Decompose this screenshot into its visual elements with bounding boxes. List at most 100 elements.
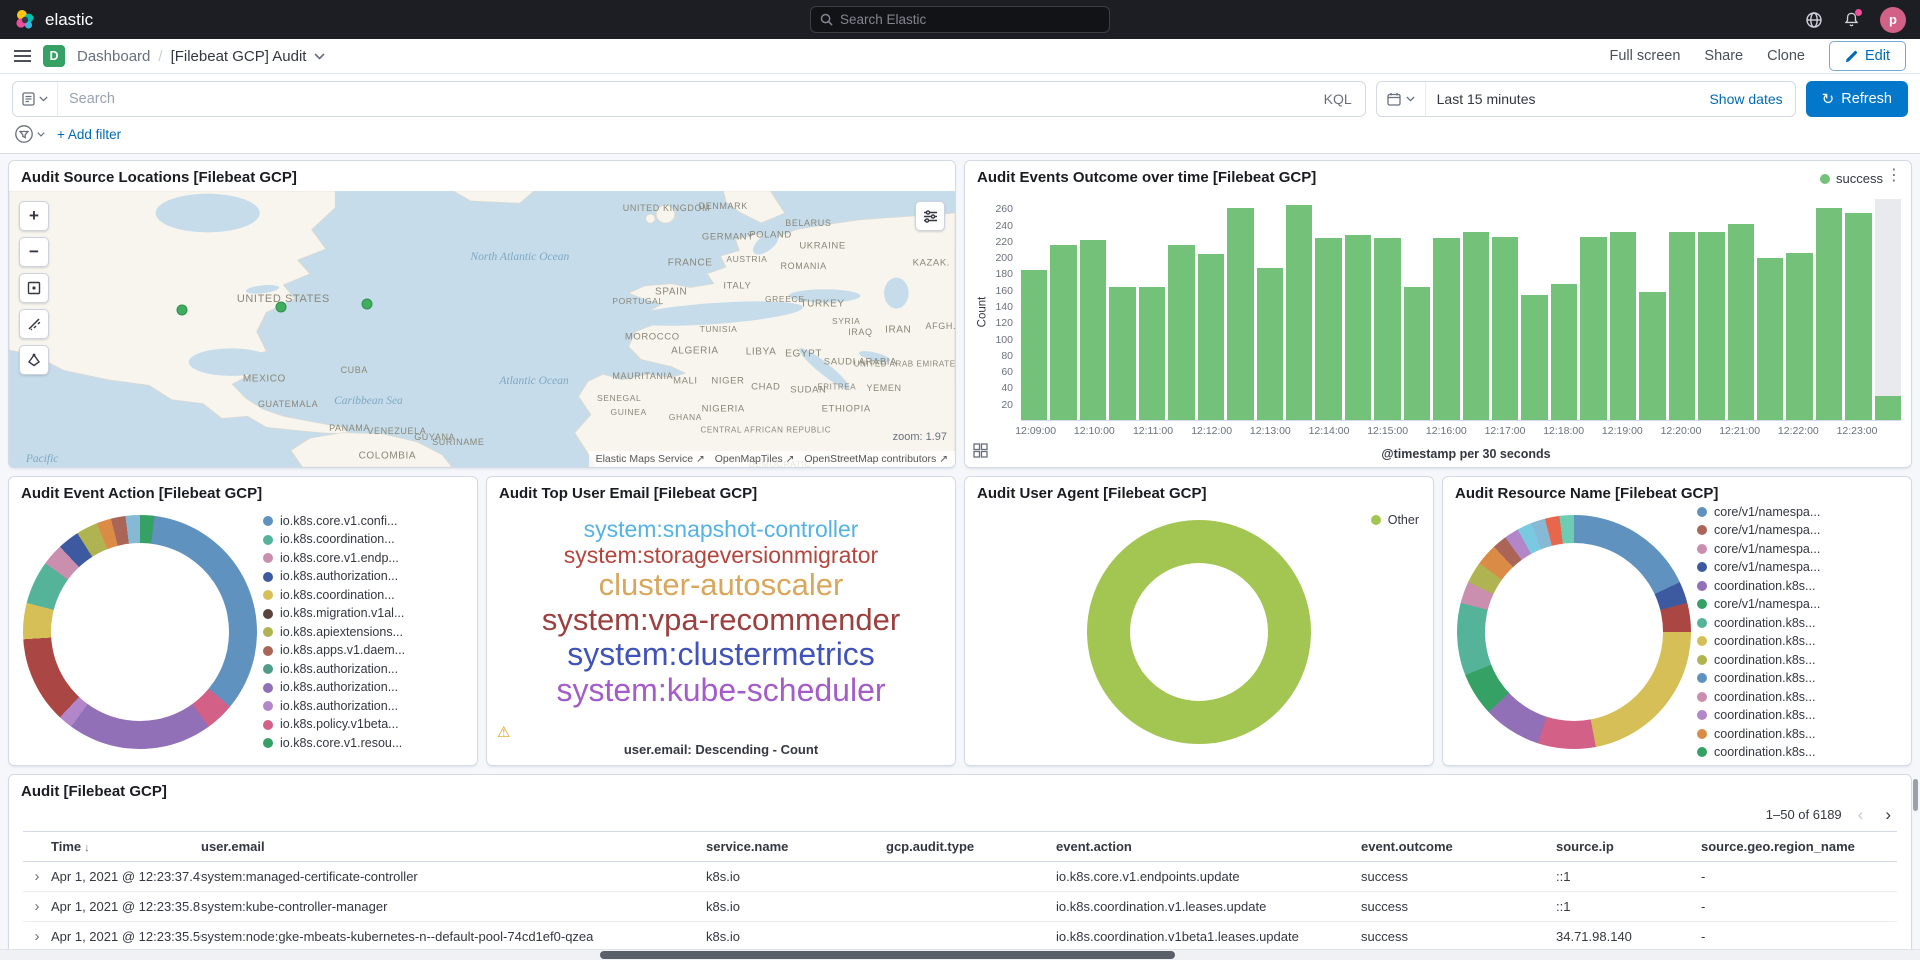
expand-row-icon[interactable]: › — [34, 928, 40, 945]
next-page-button[interactable]: › — [1879, 804, 1897, 825]
legend-item[interactable]: io.k8s.authorization... — [263, 567, 469, 586]
saved-query-menu-button[interactable] — [13, 82, 58, 116]
histogram-bar[interactable] — [1138, 287, 1166, 420]
expand-row-icon[interactable]: › — [34, 898, 40, 915]
histogram-bar[interactable] — [1786, 252, 1813, 420]
menu-hamburger-icon[interactable] — [14, 49, 31, 63]
legend-toggle-button[interactable] — [973, 443, 988, 461]
histogram-bar[interactable] — [1609, 232, 1637, 420]
legend-item[interactable]: io.k8s.authorization... — [263, 660, 469, 679]
legend-item[interactable]: coordination.k8s... — [1697, 743, 1903, 762]
histogram-bar[interactable] — [1815, 208, 1843, 420]
histogram-bar[interactable] — [1109, 287, 1136, 420]
kql-language-button[interactable]: KQL — [1323, 91, 1352, 107]
show-dates-button[interactable]: Show dates — [1709, 91, 1783, 107]
map-data-point[interactable] — [361, 298, 373, 310]
dashboard-search-input[interactable] — [58, 91, 1311, 107]
histogram-bar[interactable] — [1344, 234, 1372, 420]
legend-item[interactable]: coordination.k8s... — [1697, 651, 1903, 670]
map-data-point[interactable] — [176, 304, 188, 316]
tag-word[interactable]: system:snapshot-controller — [583, 516, 859, 542]
user-avatar[interactable]: p — [1880, 6, 1906, 33]
expand-row-icon[interactable]: › — [34, 868, 40, 885]
panel-title[interactable]: Audit Top User Email [Filebeat GCP] — [499, 485, 758, 502]
column-header[interactable]: source.ip — [1556, 831, 1701, 862]
legend-item[interactable]: io.k8s.core.v1.confi... — [263, 512, 469, 531]
legend-item[interactable]: core/v1/namespa... — [1697, 521, 1903, 540]
global-search-input[interactable] — [840, 12, 1100, 27]
chevron-down-icon[interactable] — [314, 52, 326, 60]
user-agent-donut[interactable] — [1087, 520, 1311, 744]
legend-item-label[interactable]: success — [1836, 171, 1883, 186]
prev-page-button[interactable]: ‹ — [1852, 804, 1870, 825]
breadcrumb-dashboard-link[interactable]: Dashboard — [77, 47, 151, 65]
column-header[interactable]: source.geo.region_name — [1701, 831, 1897, 862]
edit-button[interactable]: Edit — [1829, 41, 1906, 71]
legend-item[interactable]: io.k8s.apps.v1.daem... — [263, 641, 469, 660]
legend-item[interactable]: io.k8s.core.v1.endp... — [263, 549, 469, 568]
tag-word[interactable]: system:storageversionmigrator — [563, 542, 879, 569]
tag-word[interactable]: system:vpa-recommender — [541, 601, 901, 637]
histogram-bar[interactable] — [1550, 284, 1578, 420]
legend-item[interactable]: coordination.k8s... — [1697, 614, 1903, 633]
column-header[interactable]: Time ↓ — [51, 831, 201, 862]
histogram-bar[interactable] — [1668, 232, 1696, 420]
legend-item[interactable]: io.k8s.authorization... — [263, 697, 469, 716]
histogram-bar[interactable] — [1698, 232, 1725, 420]
legend-item[interactable]: core/v1/namespa... — [1697, 595, 1903, 614]
panel-title[interactable]: Audit Event Action [Filebeat GCP] — [21, 485, 263, 502]
calendar-button[interactable] — [1377, 82, 1426, 116]
resource-name-donut[interactable] — [1457, 515, 1691, 749]
draw-tools-button[interactable] — [19, 345, 49, 375]
panel-title[interactable]: Audit Source Locations [Filebeat GCP] — [21, 169, 297, 186]
histogram-bar[interactable] — [1021, 270, 1048, 420]
panel-title[interactable]: Audit Events Outcome over time [Filebeat… — [977, 169, 1317, 186]
legend-item[interactable]: io.k8s.coordination... — [263, 530, 469, 549]
histogram-bar[interactable] — [1639, 292, 1666, 420]
column-header[interactable]: user.email — [201, 831, 706, 862]
legend-item[interactable]: io.k8s.policy.v1beta... — [263, 715, 469, 734]
legend-item[interactable]: io.k8s.core.v1.resou... — [263, 734, 469, 753]
legend-item[interactable]: coordination.k8s... — [1697, 577, 1903, 596]
legend-item[interactable]: io.k8s.coordination... — [263, 586, 469, 605]
panel-title[interactable]: Audit User Agent [Filebeat GCP] — [977, 485, 1207, 502]
global-search[interactable] — [810, 6, 1110, 33]
legend-item[interactable]: coordination.k8s... — [1697, 688, 1903, 707]
legend-menu-icon[interactable]: ⋮ — [1886, 167, 1902, 184]
clone-button[interactable]: Clone — [1767, 48, 1805, 64]
horizontal-scrollbar[interactable] — [0, 949, 1920, 960]
panel-title[interactable]: Audit Resource Name [Filebeat GCP] — [1455, 485, 1719, 502]
histogram-bar[interactable] — [1462, 232, 1489, 420]
histogram-bar[interactable] — [1580, 236, 1607, 420]
render-warning-icon[interactable]: ⚠ — [497, 724, 511, 741]
add-filter-button[interactable]: + Add filter — [57, 126, 122, 142]
histogram-partial-bucket[interactable] — [1874, 199, 1902, 420]
map-layers-button[interactable] — [915, 201, 945, 231]
histogram-bar[interactable] — [1521, 295, 1548, 420]
legend-item[interactable]: core/v1/namespa... — [1697, 540, 1903, 559]
measure-button[interactable] — [19, 309, 49, 339]
map-canvas[interactable]: UNITED STATES MEXICO CUBA GUATEMALA PANAMA VE… — [9, 191, 955, 467]
histogram-bar[interactable] — [1197, 254, 1225, 420]
histogram-bar[interactable] — [1433, 238, 1460, 420]
help-globe-icon[interactable] — [1805, 11, 1823, 29]
histogram-bar[interactable] — [1256, 268, 1283, 420]
histogram-bar[interactable] — [1845, 213, 1872, 420]
histogram-bar[interactable] — [1168, 244, 1195, 420]
event-action-donut[interactable] — [23, 515, 257, 749]
refresh-button[interactable]: ↻ Refresh — [1805, 81, 1908, 117]
legend-item[interactable]: io.k8s.apiextensions... — [263, 623, 469, 642]
legend-item[interactable]: Other — [1370, 511, 1419, 530]
map-data-point[interactable] — [275, 301, 287, 313]
tag-word[interactable]: system:clustermetrics — [567, 636, 875, 673]
legend-item[interactable]: coordination.k8s... — [1697, 669, 1903, 688]
zoom-out-button[interactable]: − — [19, 237, 49, 267]
time-range-label[interactable]: Last 15 minutes — [1436, 91, 1536, 107]
map-attribution-link[interactable]: OpenMapTiles ↗ — [714, 453, 795, 465]
histogram-bar[interactable] — [1374, 238, 1401, 420]
column-header[interactable]: event.action — [1056, 831, 1361, 862]
histogram-bar[interactable] — [1727, 224, 1754, 420]
tag-word[interactable]: system:kube-scheduler — [556, 671, 886, 708]
histogram-bar[interactable] — [1079, 240, 1107, 420]
fit-bounds-button[interactable] — [19, 273, 49, 303]
